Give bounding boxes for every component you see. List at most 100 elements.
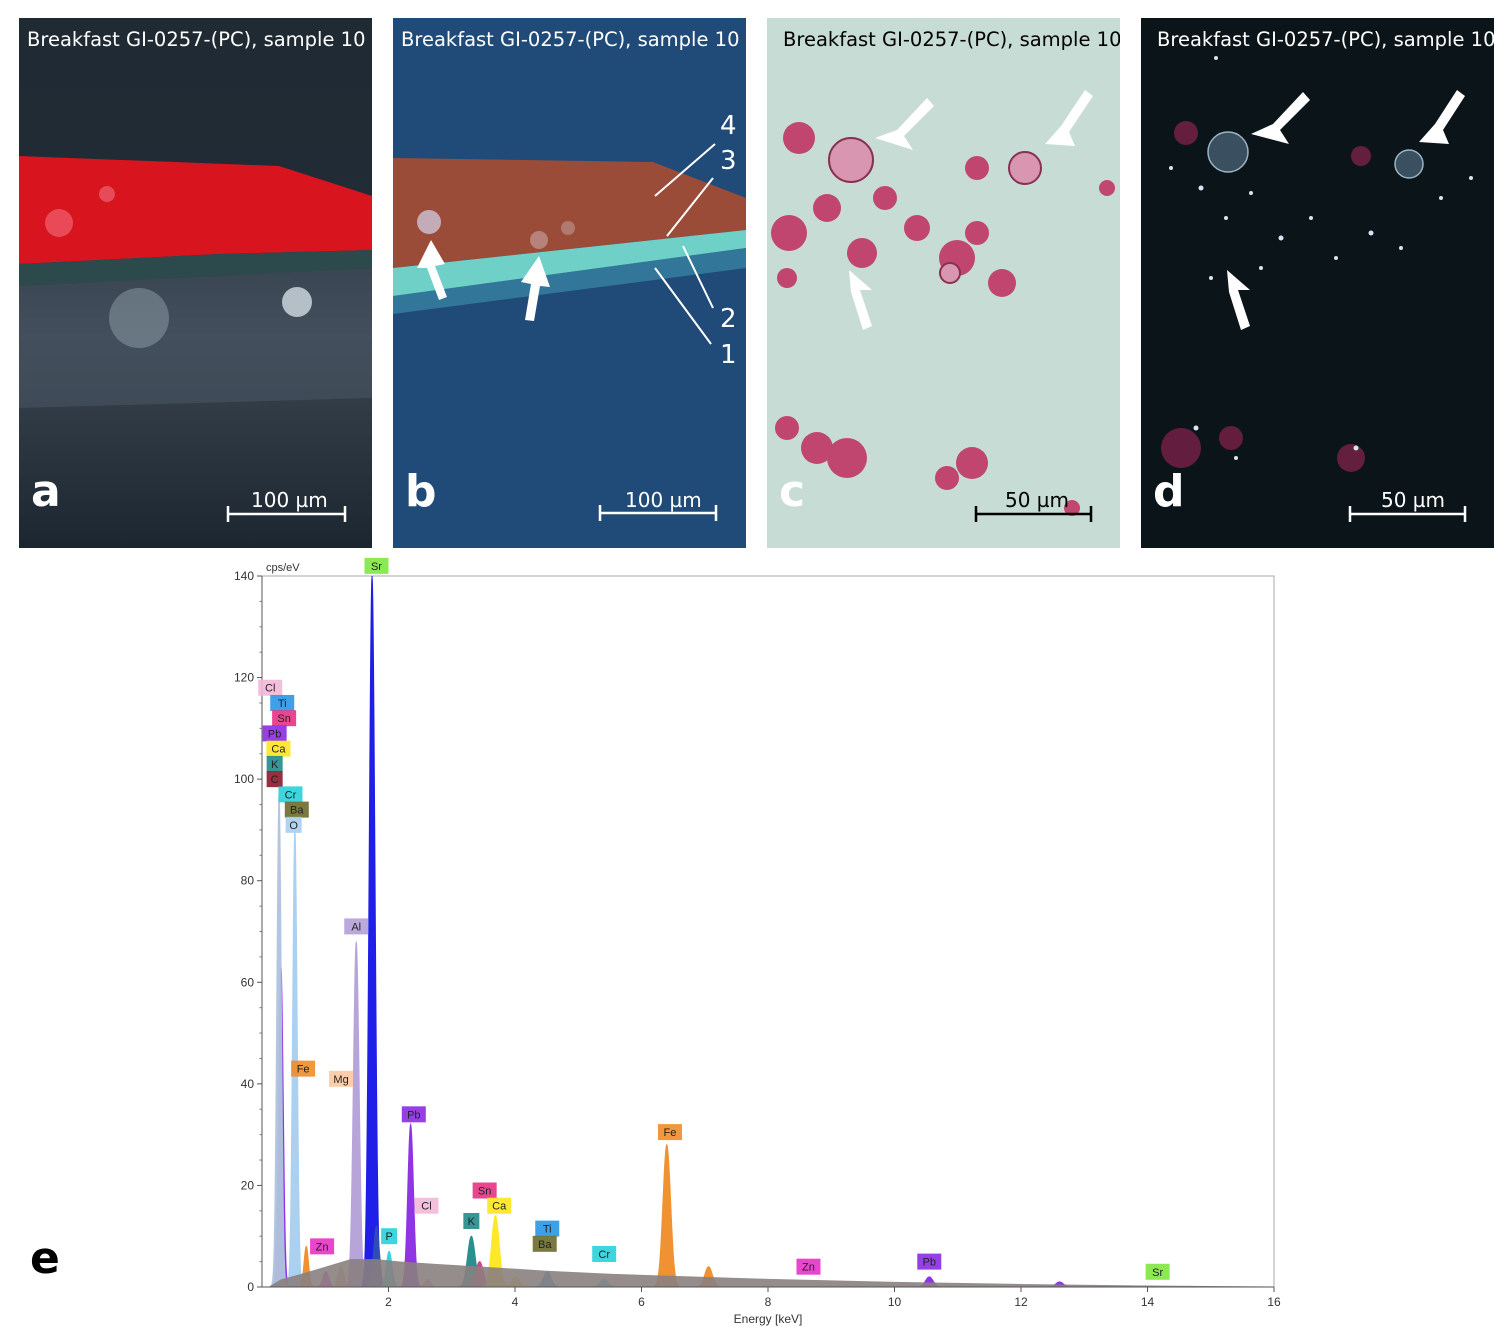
scalebar-c bbox=[974, 506, 1093, 522]
annotation-label-sr: Sr bbox=[371, 561, 382, 573]
annotation-box-1 bbox=[270, 694, 295, 711]
annotation-label-cr: Cr bbox=[285, 789, 297, 801]
annotation-label-fe: Fe bbox=[297, 1064, 310, 1076]
micrograph-panel-c: Breakfast GI-0257-(PC), sample 10 c 50 µ… bbox=[767, 18, 1120, 548]
micrograph-panel-a: Breakfast GI-0257-(PC), sample 10 a 100 … bbox=[19, 18, 372, 548]
annotation-label-zn: Zn bbox=[316, 1241, 329, 1253]
scalebar-label-b: 100 µm bbox=[625, 488, 702, 512]
scalebar-label-d: 50 µm bbox=[1381, 488, 1446, 512]
annotation-label-ba: Ba bbox=[290, 805, 304, 817]
scalebar-b bbox=[598, 505, 718, 521]
annotation-box-10 bbox=[344, 918, 369, 935]
annotation-label-sn: Sn bbox=[478, 1186, 491, 1198]
annotation-label-ca: Ca bbox=[271, 744, 286, 756]
layer-label-4: 4 bbox=[720, 111, 737, 141]
y-tick-label: 20 bbox=[241, 1178, 255, 1192]
annotation-box-14 bbox=[414, 1197, 439, 1214]
annotation-box-13 bbox=[401, 1106, 426, 1123]
y-tick-label: 100 bbox=[234, 772, 254, 786]
cross-section-image-b bbox=[393, 18, 746, 548]
x-tick-label: 12 bbox=[1014, 1295, 1028, 1309]
annotation-box-27 bbox=[364, 557, 389, 574]
annotation-box-26 bbox=[1145, 1263, 1170, 1280]
annotation-box-9 bbox=[285, 816, 302, 833]
annotation-box-22 bbox=[592, 1245, 617, 1262]
annotation-box-16 bbox=[487, 1197, 512, 1214]
eds-spectrum-chart: 0 20 40 60 80 100 120 140 2 4 6 8 10 12 14 16 Energy [ke… bbox=[234, 557, 1281, 1326]
dispersion-image-d bbox=[1141, 18, 1494, 548]
annotation-box-2 bbox=[272, 710, 297, 727]
annotation-label-o: O bbox=[289, 820, 298, 832]
annotation-label-cr: Cr bbox=[598, 1249, 610, 1261]
annotation-label-pb: Pb bbox=[407, 1109, 420, 1121]
y-tick-label: 140 bbox=[234, 569, 254, 583]
x-tick-label: 2 bbox=[385, 1295, 392, 1309]
annotation-label-sr: Sr bbox=[1152, 1267, 1163, 1279]
annotation-box-19 bbox=[532, 1235, 557, 1252]
panel-letter-d: d bbox=[1153, 466, 1185, 517]
annotation-label-ti: Ti bbox=[278, 698, 287, 710]
y-tick-label: 0 bbox=[247, 1280, 254, 1294]
x-tick-label: 16 bbox=[1267, 1295, 1281, 1309]
annotation-box-12 bbox=[329, 1070, 354, 1087]
y-tick-label: 80 bbox=[241, 874, 255, 888]
scalebar-a bbox=[226, 506, 347, 522]
scalebar-d bbox=[1348, 506, 1467, 522]
x-tick-label: 8 bbox=[765, 1295, 772, 1309]
x-tick-label: 6 bbox=[638, 1295, 645, 1309]
panel-title-a: Breakfast GI-0257-(PC), sample 10 bbox=[27, 28, 366, 51]
annotation-label-p: P bbox=[385, 1231, 392, 1243]
scalebar-label-c: 50 µm bbox=[1005, 488, 1070, 512]
annotation-box-24 bbox=[796, 1258, 821, 1275]
x-tick-label: 10 bbox=[888, 1295, 902, 1309]
annotation-box-25 bbox=[917, 1253, 942, 1270]
annotation-box-5 bbox=[266, 755, 283, 772]
y-tick-label: 60 bbox=[241, 975, 255, 989]
annotation-box-7 bbox=[278, 786, 303, 803]
layer-label-2: 2 bbox=[720, 304, 737, 334]
x-tick-label: 4 bbox=[512, 1295, 519, 1309]
annotation-label-ba: Ba bbox=[538, 1239, 552, 1251]
scalebar-label-a: 100 µm bbox=[251, 488, 328, 512]
annotation-label-sn: Sn bbox=[277, 713, 290, 725]
annotation-label-zn: Zn bbox=[802, 1262, 815, 1274]
layer-label-3: 3 bbox=[720, 146, 737, 176]
annotation-label-k: K bbox=[271, 759, 279, 771]
annotation-label-c: C bbox=[271, 774, 279, 786]
annotation-label-cl: Cl bbox=[265, 683, 275, 695]
annotation-box-6 bbox=[266, 771, 283, 788]
annotation-box-3 bbox=[262, 725, 287, 742]
panel-title-b: Breakfast GI-0257-(PC), sample 10 bbox=[401, 28, 740, 51]
annotation-box-0 bbox=[258, 679, 283, 696]
plot-frame bbox=[261, 575, 1275, 1288]
y-tick-label: 40 bbox=[241, 1077, 255, 1091]
annotation-box-18 bbox=[535, 1220, 560, 1237]
annotation-label-mg: Mg bbox=[333, 1074, 348, 1086]
annotation-label-cl: Cl bbox=[421, 1201, 431, 1213]
annotation-box-11 bbox=[291, 1060, 316, 1077]
y-tick-label: 120 bbox=[234, 671, 254, 685]
annotation-box-20 bbox=[381, 1228, 398, 1245]
layer-label-1: 1 bbox=[720, 340, 737, 370]
x-axis-label: Energy [keV] bbox=[734, 1312, 803, 1326]
annotation-label-pb: Pb bbox=[923, 1257, 936, 1269]
annotation-label-al: Al bbox=[351, 921, 361, 933]
annotation-box-15 bbox=[472, 1182, 497, 1199]
micrograph-panel-b: Breakfast GI-0257-(PC), sample 10 4 3 2 … bbox=[393, 18, 746, 548]
annotation-label-pb: Pb bbox=[268, 728, 281, 740]
panel-title-d: Breakfast GI-0257-(PC), sample 10 bbox=[1157, 28, 1494, 51]
panel-title-c: Breakfast GI-0257-(PC), sample 10 bbox=[783, 28, 1120, 51]
x-tick-label: 14 bbox=[1141, 1295, 1155, 1309]
dispersion-image-c bbox=[767, 18, 1120, 548]
annotation-box-17 bbox=[463, 1212, 480, 1229]
annotation-box-8 bbox=[284, 801, 309, 818]
cross-section-image-a bbox=[19, 18, 372, 548]
panel-letter-b: b bbox=[405, 466, 437, 517]
micrograph-panel-d: Breakfast GI-0257-(PC), sample 10 d 50 µ… bbox=[1141, 18, 1494, 548]
annotation-label-fe: Fe bbox=[664, 1127, 677, 1139]
annotation-box-4 bbox=[266, 740, 291, 757]
annotation-box-23 bbox=[657, 1124, 682, 1141]
annotation-box-21 bbox=[310, 1238, 335, 1255]
annotation-label-ca: Ca bbox=[492, 1201, 507, 1213]
annotation-label-ti: Ti bbox=[543, 1224, 552, 1236]
